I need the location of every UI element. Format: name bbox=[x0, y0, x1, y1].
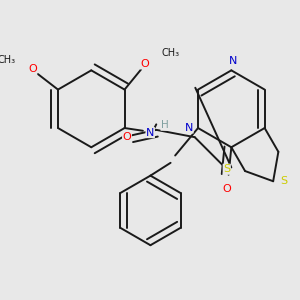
Text: N: N bbox=[185, 123, 193, 133]
Text: N: N bbox=[146, 128, 154, 138]
Text: CH₃: CH₃ bbox=[161, 48, 179, 58]
Text: H: H bbox=[161, 120, 169, 130]
Text: S: S bbox=[280, 176, 288, 186]
Text: N: N bbox=[229, 56, 237, 66]
Text: CH₃: CH₃ bbox=[0, 55, 16, 65]
Text: O: O bbox=[123, 132, 131, 142]
Text: S: S bbox=[223, 164, 230, 174]
Text: O: O bbox=[222, 184, 231, 194]
Text: O: O bbox=[140, 59, 149, 69]
Text: O: O bbox=[28, 64, 37, 74]
